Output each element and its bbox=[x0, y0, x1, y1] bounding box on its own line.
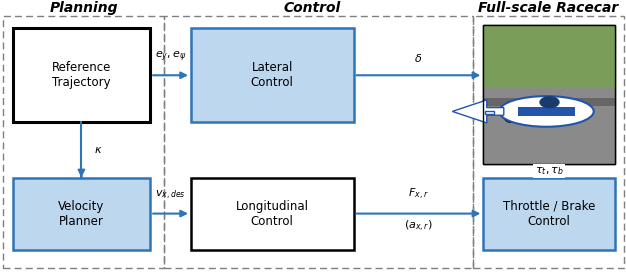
Bar bbox=[164, 16, 473, 269]
Ellipse shape bbox=[565, 102, 580, 121]
Bar bbox=[191, 28, 354, 122]
Text: $e_y, e_{\psi}$: $e_y, e_{\psi}$ bbox=[155, 50, 187, 64]
Bar bbox=[483, 25, 615, 164]
Text: $F_{x,r}$: $F_{x,r}$ bbox=[408, 187, 429, 202]
Text: Full-scale Racecar: Full-scale Racecar bbox=[478, 1, 618, 15]
Bar bbox=[483, 88, 615, 164]
Text: Planning: Planning bbox=[49, 1, 118, 15]
FancyArrow shape bbox=[453, 100, 504, 123]
Text: $\tau_t, \tau_b$: $\tau_t, \tau_b$ bbox=[535, 165, 563, 177]
Bar bbox=[483, 25, 615, 164]
Bar bbox=[518, 107, 575, 116]
Bar bbox=[485, 112, 495, 115]
Ellipse shape bbox=[503, 103, 518, 123]
Text: Longitudinal
Control: Longitudinal Control bbox=[236, 200, 309, 228]
Text: $\kappa$: $\kappa$ bbox=[94, 145, 103, 155]
Text: Throttle / Brake
Control: Throttle / Brake Control bbox=[503, 200, 595, 228]
Text: $(a_{x,r})$: $(a_{x,r})$ bbox=[404, 219, 433, 234]
Text: Velocity
Planner: Velocity Planner bbox=[58, 200, 105, 228]
Bar bbox=[483, 177, 615, 250]
Text: $\delta$: $\delta$ bbox=[414, 52, 423, 64]
Bar bbox=[13, 28, 150, 122]
Text: $v_{x,des}$: $v_{x,des}$ bbox=[155, 189, 186, 202]
Ellipse shape bbox=[570, 103, 585, 123]
Ellipse shape bbox=[499, 96, 593, 127]
Bar bbox=[3, 16, 164, 269]
Text: Reference
Trajectory: Reference Trajectory bbox=[52, 61, 111, 89]
Bar bbox=[13, 177, 150, 250]
Ellipse shape bbox=[540, 97, 559, 108]
Ellipse shape bbox=[503, 102, 518, 121]
Bar bbox=[483, 97, 615, 106]
Text: Lateral
Control: Lateral Control bbox=[251, 61, 294, 89]
Bar bbox=[483, 25, 615, 102]
Bar bbox=[473, 16, 624, 269]
Text: Control: Control bbox=[284, 1, 341, 15]
Bar bbox=[191, 177, 354, 250]
